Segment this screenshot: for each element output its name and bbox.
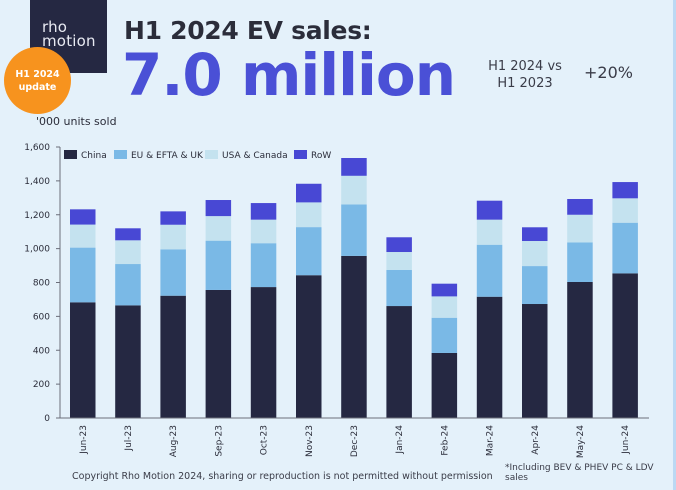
legend-swatch-china: [64, 150, 77, 159]
comparison-label: H1 2024 vs H1 2023: [488, 59, 562, 91]
bar-segment-china-dec-23: [341, 255, 367, 418]
legend-label: USA & Canada: [222, 151, 288, 161]
bar-segment-eu-efta-uk-oct-23: [250, 243, 277, 288]
bar-segment-eu-efta-uk-dec-23: [341, 204, 367, 256]
bar-segment-row-dec-23: [341, 158, 367, 176]
x-tick-label: Oct-23: [260, 425, 270, 455]
bar-segment-usa-canada-jun-23: [70, 224, 96, 248]
bar-segment-row-aug-23: [160, 211, 186, 225]
bar-segment-eu-efta-uk-feb-24: [431, 317, 458, 353]
legend: China EU & EFTA & UK USA & Canada RoW: [64, 150, 331, 161]
bar-segment-eu-efta-uk-jul-23: [115, 264, 141, 306]
bar-segment-eu-efta-uk-jun-24: [612, 222, 638, 274]
bar-segment-usa-canada-aug-23: [160, 224, 186, 250]
bar-segment-usa-canada-sep-23: [205, 216, 232, 241]
bar-segment-eu-efta-uk-apr-24: [522, 266, 548, 305]
bar-segment-usa-canada-nov-23: [296, 202, 322, 228]
right-border: [673, 0, 676, 490]
y-tick-label: 0: [44, 414, 50, 424]
x-tick-label: Mar-24: [486, 425, 496, 456]
x-tick-label: Jun-23: [79, 425, 89, 455]
headline-value: 7.0 million: [122, 41, 456, 109]
axes-group: 0 200 400 600 800 1,000 1,200 1,400 1,600: [24, 143, 649, 424]
bar-segment-eu-efta-uk-jan-24: [386, 269, 412, 307]
legend-label: RoW: [311, 151, 331, 161]
x-tick-label: Nov-23: [305, 425, 315, 457]
legend-swatch-usa-canada: [205, 150, 218, 159]
bar-segment-eu-efta-uk-jun-23: [70, 247, 96, 303]
x-tick-label: Jan-24: [395, 425, 405, 455]
bar-segment-row-oct-23: [250, 203, 277, 220]
bar-segment-eu-efta-uk-nov-23: [296, 227, 322, 276]
bar-segment-china-jan-24: [386, 306, 412, 418]
bar-segment-usa-canada-apr-24: [522, 241, 548, 267]
legend-swatch-row: [294, 150, 307, 159]
bar-segment-china-feb-24: [431, 352, 458, 418]
bar-segment-china-mar-24: [476, 296, 503, 418]
bar-segment-row-mar-24: [476, 200, 503, 220]
bar-segment-usa-canada-feb-24: [431, 296, 458, 318]
bar-segment-row-jun-23: [70, 209, 96, 225]
bar-segment-usa-canada-jul-23: [115, 240, 141, 265]
bar-segment-usa-canada-may-24: [567, 214, 593, 243]
legend-swatch-eu-efta-uk: [114, 150, 127, 159]
bar-segment-eu-efta-uk-aug-23: [160, 249, 186, 296]
x-tick-label: May-24: [576, 425, 586, 458]
y-tick-label: 200: [33, 380, 50, 390]
bar-segment-row-jun-24: [612, 182, 638, 199]
bar-segment-usa-canada-jun-24: [612, 198, 638, 223]
y-tick-label: 1,600: [24, 143, 50, 153]
bar-segment-eu-efta-uk-mar-24: [476, 244, 503, 297]
x-tick-label: Feb-24: [440, 425, 450, 456]
y-tick-label: 1,200: [24, 211, 50, 221]
y-tick-label: 1,400: [24, 177, 50, 187]
logo-text: rho motion: [42, 18, 96, 50]
bar-segment-row-sep-23: [205, 200, 232, 217]
copyright-notice: Copyright Rho Motion 2024, sharing or re…: [72, 471, 493, 482]
bar-segment-row-may-24: [567, 198, 593, 215]
bar-segment-row-jan-24: [386, 237, 412, 253]
page-title: H1 2024 EV sales:: [124, 16, 372, 45]
bar-segment-usa-canada-dec-23: [341, 175, 367, 205]
y-tick-label: 800: [33, 279, 50, 289]
bar-segment-usa-canada-oct-23: [250, 219, 277, 244]
x-tick-label: Apr-24: [531, 425, 541, 455]
bar-segment-china-oct-23: [250, 287, 277, 418]
bar-segment-eu-efta-uk-sep-23: [205, 240, 232, 290]
bar-segment-china-sep-23: [205, 289, 232, 418]
x-tick-label: Aug-23: [169, 425, 179, 457]
footnote: *Including BEV & PHEV PC & LDV sales: [505, 463, 654, 483]
legend-label: China: [81, 151, 107, 161]
x-tick-label: Sep-23: [214, 425, 224, 457]
x-tick-label: Jun-24: [621, 425, 631, 455]
bar-segment-china-jun-24: [612, 273, 638, 418]
y-tick-label: 1,000: [24, 245, 50, 255]
y-tick-label: 400: [33, 346, 50, 356]
bar-segment-china-jun-23: [70, 302, 96, 418]
x-tick-label: Dec-23: [350, 425, 360, 457]
bar-segment-eu-efta-uk-may-24: [567, 242, 593, 282]
bar-segment-row-nov-23: [296, 183, 322, 203]
y-tick-label: 600: [33, 312, 50, 322]
y-axis-units-label: '000 units sold: [36, 115, 117, 128]
bar-segment-usa-canada-mar-24: [476, 219, 503, 245]
bar-segment-china-nov-23: [296, 275, 322, 418]
bar-segment-row-jul-23: [115, 228, 141, 241]
bar-segment-china-may-24: [567, 281, 593, 418]
bar-segment-china-aug-23: [160, 295, 186, 418]
h1-update-badge: H1 2024 update: [4, 47, 71, 114]
bar-segment-row-feb-24: [431, 283, 458, 297]
bar-segment-usa-canada-jan-24: [386, 252, 412, 270]
bar-segment-row-apr-24: [522, 227, 548, 242]
bars-group: Jun-23 Jul-23 Aug-23 Sep-23 Oct-23 Nov-23 Dec-…: [70, 158, 638, 458]
comparison-value: +20%: [584, 63, 633, 82]
bar-segment-china-apr-24: [522, 304, 548, 418]
legend-label: EU & EFTA & UK: [131, 151, 204, 161]
x-tick-label: Jul-23: [124, 425, 134, 452]
bar-segment-china-jul-23: [115, 305, 141, 418]
